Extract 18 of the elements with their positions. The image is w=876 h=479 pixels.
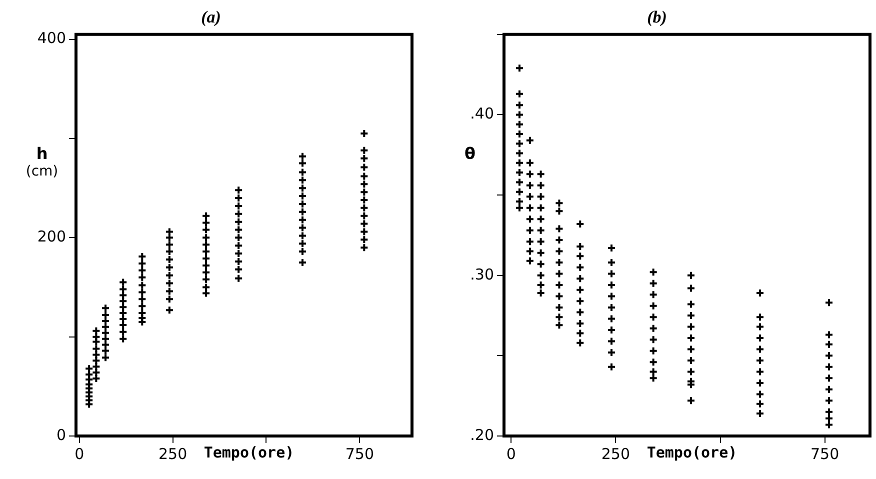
- x-tick-label: 250: [158, 444, 188, 463]
- y-tick-label: .30: [470, 265, 494, 284]
- y-tick-label: .40: [470, 104, 494, 123]
- x-tick-label: 250: [601, 444, 630, 463]
- y-tick-label: 400: [37, 29, 66, 48]
- x-tick-label: 750: [345, 444, 374, 463]
- x-axis-title: Tempo(ore): [646, 443, 738, 462]
- y-tick-label: 200: [37, 228, 66, 246]
- x-axis-title: Tempo(ore): [204, 443, 294, 462]
- y-tick-label: .20: [470, 426, 494, 444]
- chart-title: (a): [201, 8, 221, 27]
- y-tick-label: 0: [56, 426, 66, 444]
- y-axis-title: h (cm): [26, 144, 58, 180]
- chart-title: (b): [647, 8, 667, 27]
- x-tick-label: 750: [810, 444, 840, 463]
- x-tick-label: 0: [74, 444, 84, 463]
- x-tick-label: 0: [506, 444, 516, 463]
- y-axis-title: θ: [464, 144, 476, 164]
